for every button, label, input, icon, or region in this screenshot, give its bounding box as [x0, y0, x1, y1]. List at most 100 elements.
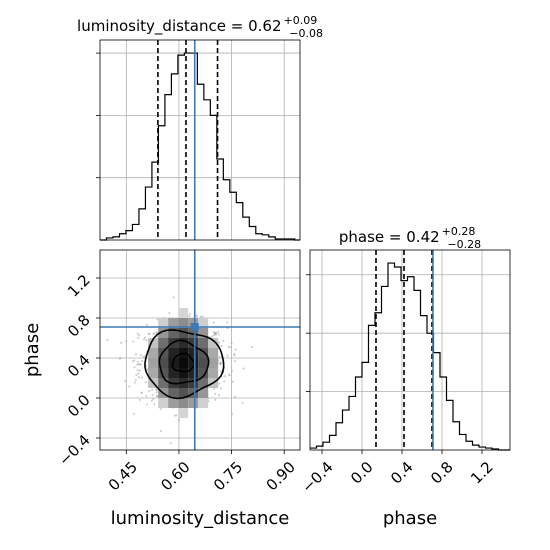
scatter-point	[148, 389, 151, 392]
scatter-point	[188, 315, 191, 318]
density-cell	[178, 338, 189, 348]
scatter-point	[218, 382, 221, 385]
scatter-point	[152, 398, 155, 401]
scatter-point	[136, 363, 139, 366]
density-cell	[188, 398, 199, 408]
density-cell	[178, 328, 189, 338]
density-cell	[198, 368, 209, 378]
x-lum-tick-label-3: 0.90	[263, 458, 299, 494]
scatter-point	[233, 395, 236, 398]
scatter-point	[216, 330, 219, 333]
scatter-point	[153, 403, 156, 406]
scatter-point	[142, 355, 145, 358]
scatter-point	[231, 369, 234, 372]
scatter-point	[151, 388, 154, 391]
scatter-point	[134, 353, 137, 356]
density-cell	[178, 388, 189, 398]
scatter-point	[230, 341, 233, 344]
density-cell	[188, 338, 199, 348]
scatter-point	[222, 339, 225, 342]
scatter-point	[223, 380, 226, 383]
scatter-point	[159, 408, 162, 411]
x-ticks-phase: −0.4 0.0 0.4 0.8 1.2	[298, 450, 497, 497]
title-phase-text: phase = 0.42	[339, 228, 440, 246]
scatter-point	[141, 360, 144, 363]
scatter-point	[159, 429, 162, 432]
scatter-point	[233, 354, 236, 357]
scatter-point	[141, 376, 144, 379]
y-phase-tick-label-1: 0.0	[64, 391, 94, 421]
scatter-point	[220, 344, 223, 347]
density-cell	[178, 368, 189, 378]
scatter-point	[137, 376, 140, 379]
density-cell	[178, 398, 189, 408]
scatter-point	[134, 378, 137, 381]
scatter-point	[144, 381, 147, 384]
x-lum-tick-label-0: 0.45	[105, 458, 141, 494]
scatter-point	[199, 315, 202, 318]
density-cell	[168, 388, 179, 398]
scatter-point	[145, 339, 148, 342]
density-cell	[148, 338, 159, 348]
scatter-point	[172, 296, 175, 299]
density-cell	[158, 318, 169, 328]
density-cell	[198, 328, 209, 338]
scatter-point	[214, 392, 217, 395]
density-cell	[188, 378, 199, 388]
density-cell	[168, 398, 179, 408]
scatter-point	[173, 414, 176, 417]
scatter-point	[217, 333, 220, 336]
scatter-point	[155, 394, 158, 397]
density-cell	[158, 378, 169, 388]
scatter-point	[146, 403, 149, 406]
grid-phase-hist	[310, 250, 510, 450]
x-phase-tick-label-1: 0.0	[347, 458, 377, 488]
panel-phase-hist: −0.4 0.0 0.4 0.8 1.2 phase = 0.42 +0.28 −0.28 …	[298, 225, 511, 529]
density-cell	[198, 378, 209, 388]
scatter-point	[219, 363, 222, 366]
scatter-point	[218, 355, 221, 358]
scatter-point	[217, 394, 220, 397]
density-cell	[178, 318, 189, 328]
density-cell	[148, 358, 159, 368]
scatter-point	[151, 393, 154, 396]
title-lum-text: luminosity_distance = 0.62	[77, 17, 281, 36]
scatter-point	[234, 360, 237, 363]
contour-outer	[144, 329, 225, 400]
density-cell	[158, 368, 169, 378]
scatter-point	[143, 338, 146, 341]
density-cell	[198, 358, 209, 368]
frame-2d	[99, 249, 301, 451]
scatter-point	[231, 380, 234, 383]
density-cell	[198, 318, 209, 328]
scatter-point	[153, 332, 156, 335]
density-cell	[148, 368, 159, 378]
density-cell	[188, 328, 199, 338]
scatter-point	[133, 366, 136, 369]
panel-luminosity-distance-hist: luminosity_distance = 0.62 +0.09 −0.08	[77, 14, 323, 241]
scatter-point	[229, 346, 232, 349]
density-cell	[158, 328, 169, 338]
scatter-point	[155, 391, 158, 394]
scatter-point	[106, 338, 109, 341]
contour-inner	[171, 352, 196, 373]
quantile-lines-phase	[375, 250, 433, 450]
title-phase-minus: −0.28	[447, 238, 481, 251]
truth-marker	[190, 323, 199, 331]
scatter-point	[219, 387, 222, 390]
scatter-point	[231, 413, 234, 416]
scatter-point	[213, 387, 216, 390]
density-cell	[178, 308, 189, 318]
frame-phase-hist	[309, 249, 511, 451]
scatter-point	[214, 333, 217, 336]
density-cell	[168, 318, 179, 328]
title-phase-plus: +0.28	[442, 225, 476, 238]
density-cell	[158, 338, 169, 348]
scatter-point	[227, 345, 230, 348]
scatter-point	[212, 334, 215, 337]
scatter-point	[168, 312, 171, 315]
scatter-point	[132, 340, 135, 343]
scatter-point	[226, 321, 229, 324]
scatter-point	[226, 354, 229, 357]
y-ticks-phase: −0.4 0.0 0.4 0.8 1.2	[55, 271, 100, 469]
